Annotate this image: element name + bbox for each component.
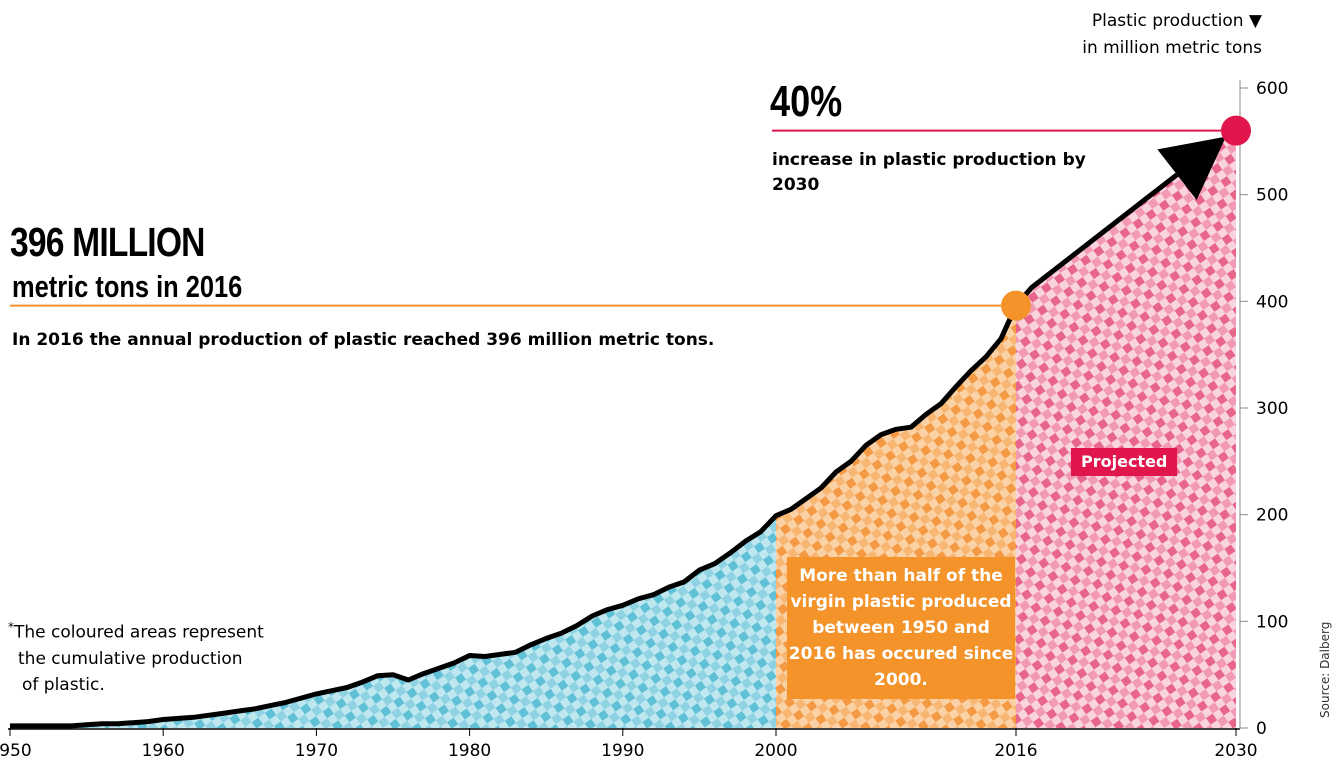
x-tick-label: 2016 (994, 741, 1037, 761)
since-2000-note: More than half of the virgin plastic pro… (787, 557, 1015, 699)
y-tick-label: 0 (1256, 719, 1267, 739)
production-line (10, 172, 1179, 729)
x-tick-label: 2030 (1214, 741, 1257, 761)
y-axis-title-line2: in million metric tons (1082, 38, 1262, 58)
y-tick-label: 200 (1256, 506, 1288, 526)
footnote-line3: of plastic. (22, 674, 105, 695)
x-tick-label: 1960 (142, 741, 185, 761)
source-credit: Source: Dalberg (1318, 621, 1332, 718)
footnote: *The coloured areas represent the cumula… (8, 614, 264, 698)
projected-label: Projected (1071, 448, 1178, 476)
y-tick-label: 100 (1256, 612, 1288, 632)
x-tick-label: 1970 (295, 741, 338, 761)
x-tick-label: 1980 (448, 741, 491, 761)
headline-sub: metric tons in 2016 (12, 269, 243, 304)
y-tick-label: 300 (1256, 399, 1288, 419)
x-tick-label: 2000 (754, 741, 797, 761)
increase-percent: 40% (770, 77, 843, 126)
dot-2016 (1001, 290, 1031, 321)
y-axis-title-line1: Plastic production ▼ (1091, 11, 1262, 31)
x-tick-label: 1990 (601, 741, 644, 761)
area-projected (1016, 130, 1236, 728)
y-tick-label: 600 (1256, 79, 1288, 99)
y-tick-label: 400 (1256, 292, 1288, 312)
increase-description: increase in plastic production by 2030 (772, 150, 1086, 195)
projection-arrowhead (1157, 136, 1226, 200)
x-tick-label: 1950 (0, 741, 32, 761)
dot-2030 (1221, 115, 1251, 146)
area-1950-2000 (10, 515, 776, 728)
headline-body: In 2016 the annual production of plastic… (12, 330, 715, 350)
headline-big: 396 MILLION (10, 219, 205, 265)
footnote-marker: * (8, 620, 14, 634)
y-tick-label: 500 (1256, 186, 1288, 206)
footnote-line2: the cumulative production (18, 648, 243, 669)
y-axis-title: Plastic production ▼ in million metric t… (1082, 8, 1262, 62)
footnote-line1: The coloured areas represent (14, 622, 264, 643)
